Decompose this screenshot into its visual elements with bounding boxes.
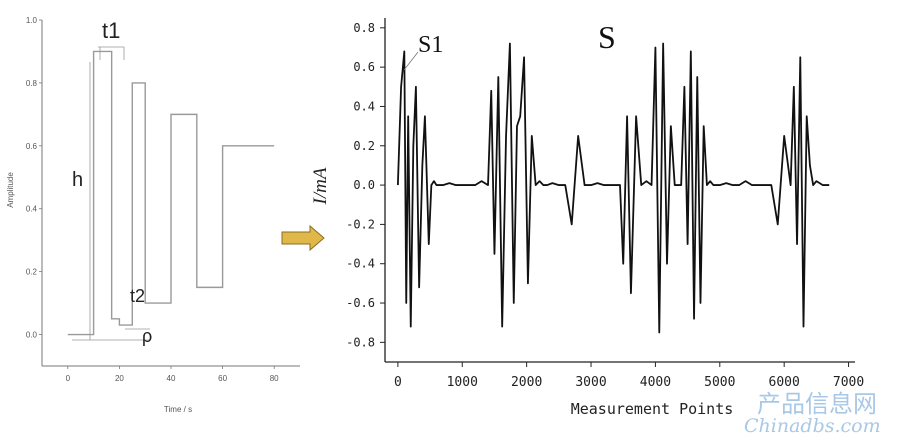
- right-y-tick-label: 0.8: [353, 21, 375, 35]
- left-y-axis-label: Amplitude: [6, 172, 15, 208]
- left-x-tick-label: 0: [66, 374, 71, 383]
- left-x-tick-label: 20: [115, 374, 124, 383]
- right-y-tick-label: -0.4: [346, 257, 375, 271]
- right-x-tick-label: 3000: [575, 375, 606, 390]
- right-x-tick-label: 4000: [640, 375, 671, 390]
- watermark-en: Chinadbs.com: [744, 415, 881, 436]
- left-x-tick-label: 80: [270, 374, 279, 383]
- right-x-axis-label: Measurement Points: [571, 400, 734, 418]
- left-y-ticks: 0.0 0.2 0.4 0.6 0.8 1.0: [26, 16, 42, 340]
- right-x-tick-label: 2000: [511, 375, 542, 390]
- left-x-tick-label: 40: [167, 374, 176, 383]
- right-chart: 0 1000 2000 3000 4000 5000 6000 7000 0.80.60.40…: [310, 18, 864, 418]
- left-chart: 0 20 40 60 80 0.0 0.2 0.4 0.6 0.8 1.0 t1 h t2 ρ A…: [6, 16, 300, 414]
- right-y-tick-label: 0.0: [353, 178, 375, 192]
- left-y-tick-label: 0.0: [26, 331, 38, 340]
- left-y-tick-label: 0.8: [26, 79, 38, 88]
- left-series: [67, 50, 275, 336]
- left-x-axis-label: Time / s: [164, 405, 192, 414]
- right-x-tick-label: 1000: [447, 375, 478, 390]
- annotation-h: h: [72, 169, 83, 191]
- right-y-tick-label: 0.2: [353, 139, 375, 153]
- right-x-tick-label: 0: [394, 375, 402, 390]
- right-y-tick-label: 0.4: [353, 99, 375, 113]
- arrow-icon: [281, 224, 325, 252]
- left-y-tick-label: 0.2: [26, 268, 38, 277]
- right-series: [396, 42, 830, 334]
- right-x-tick-label: 6000: [769, 375, 800, 390]
- annotation-rho: ρ: [142, 326, 152, 346]
- right-y-tick-label: -0.6: [346, 296, 375, 310]
- right-y-axis-label: I/mA: [310, 167, 331, 205]
- annotation-s1: S1: [418, 32, 443, 58]
- right-x-tick-label: 5000: [704, 375, 735, 390]
- right-x-tick-label: 7000: [833, 375, 864, 390]
- right-series-line: [396, 42, 830, 334]
- annotation-t1: t1: [102, 18, 120, 43]
- left-y-tick-label: 0.6: [26, 142, 38, 151]
- left-series-line: [67, 50, 275, 336]
- left-x-ticks: 0 20 40 60 80: [66, 366, 279, 383]
- right-y-tick-label: 0.6: [353, 60, 375, 74]
- annotation-s: S: [598, 19, 616, 55]
- watermark-cn: 产品信息网: [757, 390, 877, 418]
- right-x-ticks: 0 1000 2000 3000 4000 5000 6000 7000: [394, 362, 864, 390]
- annotation-t2: t2: [130, 286, 145, 306]
- right-y-tick-label: -0.8: [346, 335, 375, 349]
- right-y-tick-label: -0.2: [346, 217, 375, 231]
- s1-pointer: [403, 51, 419, 71]
- left-x-tick-label: 60: [218, 374, 227, 383]
- left-y-tick-label: 1.0: [26, 16, 38, 25]
- left-y-tick-label: 0.4: [26, 205, 38, 214]
- right-y-ticks: 0.8 0.6 0.4 0.2 0.0 -0.2 -0.4 -0.6 -0.8: [346, 21, 385, 349]
